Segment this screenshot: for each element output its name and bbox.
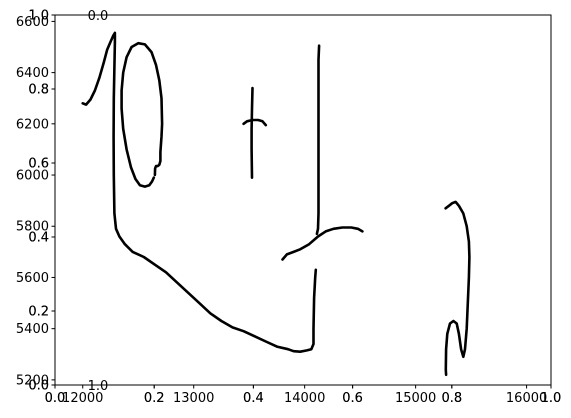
stroke-7: [444, 200, 471, 377]
overlay-0-x-tick-label-3: 0.6: [342, 391, 363, 406]
x-tick-label-12000: 12000: [62, 391, 103, 406]
overlay-0-x-tick-label-5: 1.0: [541, 391, 562, 406]
x-tick-label-13000: 13000: [173, 391, 214, 406]
overlay-0-y-tick-label-5: 1.0: [28, 9, 49, 24]
overlay-1-x-tick-label-3: 0.6: [342, 391, 363, 406]
overlay-0-y-tick-label-4: 0.8: [28, 83, 49, 98]
overlay-1-x-tick-label-2: 0.4: [243, 391, 264, 406]
y-tick-label-6400: 6400: [16, 66, 49, 81]
y-tick-label-5600: 5600: [16, 271, 49, 286]
stroke-6: [315, 44, 321, 236]
overlay-1-y-tick-label-1: 0.2: [28, 305, 49, 320]
y-tick-label-5800: 5800: [16, 220, 49, 235]
y-tick-label-5400: 5400: [16, 322, 49, 337]
overlay-1-y-tick-label-2: 0.4: [28, 231, 49, 246]
overlay-0-x-tick-label-1: 0.2: [144, 391, 165, 406]
y-tick-label-6200: 6200: [16, 117, 49, 132]
overlay-1-y-tick-label-3: 0.6: [28, 157, 49, 172]
overlay-0-y-tick-label-3: 0.6: [28, 157, 49, 172]
overlay-1-x-tick-label-0: 0.0: [45, 391, 66, 406]
stroke-3: [242, 118, 268, 127]
overlay-0-x-tick-label-4: 0.8: [441, 391, 462, 406]
overlay-0-x-tick-label-2: 0.4: [243, 391, 264, 406]
x-tick-label-15000: 15000: [395, 391, 436, 406]
strokes-layer: [81, 31, 471, 377]
stroke-1: [81, 31, 318, 353]
overlay-1-y-tick-label-0: 0.0: [28, 379, 49, 394]
rotated-axis-tick-label-0: 0.0: [88, 9, 109, 24]
overlay-0-y-tick-label-1: 0.2: [28, 305, 49, 320]
overlay-1-x-tick-label-1: 0.2: [144, 391, 165, 406]
y-tick-label-6000: 6000: [16, 169, 49, 184]
stroke-4: [250, 86, 254, 179]
stroke-2: [120, 41, 164, 188]
x-tick-label-14000: 14000: [284, 391, 325, 406]
rotated-axis-tick-label-1: 1.0: [88, 379, 109, 394]
stroke-5: [281, 226, 364, 261]
ticks-layer: 12000 13000 14000 15000 16000 5200 5400 5600 580…: [16, 9, 561, 407]
overlay-0-y-tick-label-0: 0.0: [28, 379, 49, 394]
axes-frame: [54, 14, 552, 386]
overlay-1-x-tick-label-5: 1.0: [541, 391, 562, 406]
x-tick-label-16000: 16000: [506, 391, 547, 406]
plot-area: [55, 15, 551, 385]
overlay-1-y-tick-label-5: 1.0: [28, 9, 49, 24]
overlay-1-x-tick-label-4: 0.8: [441, 391, 462, 406]
overlay-1-y-tick-label-4: 0.8: [28, 83, 49, 98]
y-tick-label-6600: 6600: [16, 15, 49, 30]
overlay-0-y-tick-label-2: 0.4: [28, 231, 49, 246]
overlay-0-x-tick-label-0: 0.0: [45, 391, 66, 406]
y-tick-label-5200: 5200: [16, 373, 49, 388]
